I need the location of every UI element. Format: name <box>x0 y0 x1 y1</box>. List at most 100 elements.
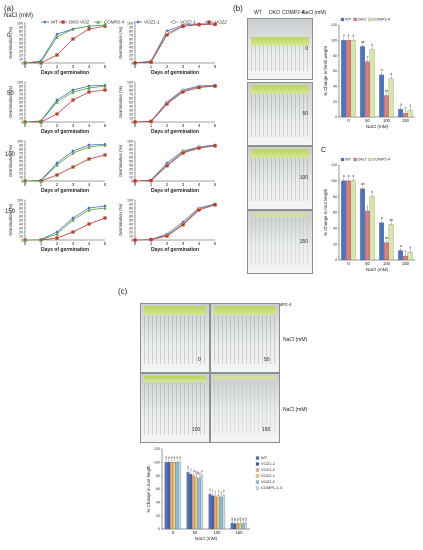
point-a-50-left-2-2 <box>55 100 59 104</box>
y-tick-label-a-150-left-50: 50 <box>19 218 23 222</box>
c-plate-50-label: 50 <box>264 357 270 363</box>
sig-letter-fresh-weight-1-2: b <box>371 43 373 47</box>
panel-a-label: (a) <box>4 4 14 13</box>
y-tick-label-a-150-right-0: 0 <box>131 238 133 242</box>
y-tick-label-a-50-right-10: 10 <box>129 116 133 120</box>
sig-letter-fresh-weight-0-0: a <box>343 34 345 38</box>
panel-b-label: (b) <box>233 4 243 13</box>
bar-root-length-bottom-1-4 <box>197 478 201 530</box>
legend-label-root-length-top-1: DKO <box>358 157 367 162</box>
bar-root-length-bottom-1-5 <box>200 475 204 530</box>
x-axis-label-a-0-left: Days of germination <box>41 70 89 76</box>
y-tick-label-a-150-left-10: 10 <box>19 234 23 238</box>
y-tick-label-root-length-bottom-40: 40 <box>156 501 160 505</box>
series-line-a-100-right-2 <box>134 145 216 182</box>
bar-root-length-top-3-1 <box>403 255 408 261</box>
point-a-150-left-2-0 <box>23 238 27 242</box>
y-tick-label-a-100-left-100: 100 <box>17 139 23 143</box>
x-tick-label-a-100-left-2: 2 <box>56 182 59 187</box>
legend-label-root-length-bottom-4: VOZ2-2 <box>261 479 276 484</box>
x-tick-label-a-100-right-1: 1 <box>150 182 153 187</box>
y-tick-label-a-100-left-90: 90 <box>19 143 23 147</box>
y-tick-label-a-50-right-100: 100 <box>127 80 133 84</box>
x-tick-label-a-50-right-5: 5 <box>214 123 217 128</box>
series-line-a-100-left-2 <box>24 144 106 182</box>
bar-root-length-top-1-0 <box>360 188 365 261</box>
y-tick-label-a-150-left-0: 0 <box>21 238 23 242</box>
y-tick-label-a-150-left-40: 40 <box>19 222 23 226</box>
point-a-100-right-2-0 <box>133 179 137 183</box>
point-a-100-right-2-3 <box>181 151 185 155</box>
point-a-50-left-2-5 <box>103 84 107 88</box>
point-a-50-left-2-1 <box>39 119 43 123</box>
bar-root-length-bottom-3-3 <box>238 522 242 530</box>
y-tick-label-a-50-right-30: 30 <box>129 108 133 112</box>
sig-letter-root-length-bottom-0-5: a <box>179 456 181 460</box>
sig-letter-fresh-weight-2-0: a <box>381 68 383 72</box>
series-line-a-150-right-0 <box>134 203 216 241</box>
y-tick-label-a-0-right-0: 0 <box>131 61 133 65</box>
y-tick-label-fresh-weight-40: 40 <box>333 85 337 89</box>
legend-swatch-fresh-weight-2 <box>368 17 372 22</box>
y-axis-label-a-150-left: Germination (%) <box>8 203 13 236</box>
y-tick-label-a-100-right-50: 50 <box>129 159 133 163</box>
point-a-50-right-2-0 <box>133 120 137 124</box>
x-tick-label-a-100-left-4: 4 <box>88 182 91 187</box>
b-plate-0-label: 0 <box>305 46 308 52</box>
y-tick-label-a-50-right-80: 80 <box>129 88 133 92</box>
y-tick-label-a-100-right-10: 10 <box>129 175 133 179</box>
legend-label-5: VOZ2- <box>215 20 227 25</box>
b-plate-100-label: 100 <box>299 174 308 181</box>
y-tick-label-a-100-left-20: 20 <box>19 171 23 175</box>
y-tick-label-a-50-left-80: 80 <box>19 88 23 92</box>
y-tick-label-a-150-left-90: 90 <box>19 202 23 206</box>
x-tick-label-a-50-right-3: 3 <box>182 123 185 128</box>
y-tick-label-a-100-left-50: 50 <box>19 159 23 163</box>
legend-label-root-length-bottom-1: VOZ1-1 <box>261 461 276 466</box>
legend-label-root-length-bottom-5: COMPL.2-4 <box>261 485 283 490</box>
y-tick-label-root-length-top-120: 120 <box>331 163 337 167</box>
x-tick-label-a-50-right-4: 4 <box>198 123 201 128</box>
series-line-a-50-right-0 <box>134 84 216 123</box>
bar-root-length-bottom-0-1 <box>167 462 171 530</box>
bar-legend-fresh-weight: WT DKO COMP2-4 <box>340 17 391 22</box>
y-tick-label-fresh-weight-120: 120 <box>331 23 337 27</box>
legend-label-3: VOZ1-1 <box>144 20 160 25</box>
y-tick-label-root-length-bottom-100: 100 <box>154 461 160 465</box>
sig-letter-root-length-bottom-3-5: g <box>245 516 247 520</box>
series-line-a-150-left-2 <box>25 207 106 241</box>
point-a-50-left-1-4 <box>87 90 91 94</box>
legend-marker-3 <box>136 20 140 24</box>
sig-letter-root-length-bottom-0-2: a <box>171 456 173 460</box>
y-tick-label-a-50-right-20: 20 <box>129 112 133 116</box>
series-line-a-50-right-2 <box>134 85 216 123</box>
point-a-50-left-1-3 <box>71 98 75 102</box>
y-tick-label-root-length-top-0: 0 <box>335 258 337 262</box>
bar-root-length-bottom-2-0 <box>208 494 212 530</box>
panel-c-label: (c) <box>118 287 128 296</box>
sig-letter-root-length-bottom-3-1: g <box>234 517 236 521</box>
point-a-0-left-2-3 <box>71 27 75 31</box>
series-line-a-50-left-2 <box>24 85 106 123</box>
x-tick-label-a-0-right-3: 3 <box>182 64 185 69</box>
y-tick-label-a-100-right-70: 70 <box>129 151 133 155</box>
bar-root-length-top-2-0 <box>379 222 384 261</box>
y-tick-label-root-length-top-100: 100 <box>331 179 337 183</box>
point-a-50-left-2-4 <box>87 86 91 90</box>
legend-swatch-root-length-bottom-3 <box>255 474 260 478</box>
nacl-header-a: NaCl (mM) <box>4 13 33 19</box>
point-a-150-left-0-5 <box>103 204 107 208</box>
y-tick-label-a-150-right-70: 70 <box>129 210 133 214</box>
sig-letter-root-length-bottom-1-0: b <box>187 466 189 470</box>
x-tick-label-a-50-left-1: 1 <box>40 123 43 128</box>
sig-letter-root-length-bottom-2-2: f <box>215 490 216 494</box>
y-tick-label-a-100-right-80: 80 <box>129 147 133 151</box>
point-a-50-left-0-2 <box>55 98 59 102</box>
y-tick-label-a-100-left-10: 10 <box>19 175 23 179</box>
bar-fresh-weight-2-0 <box>379 74 384 118</box>
sig-letter-root-length-top-1-1: c <box>367 204 369 208</box>
x-tick-label-a-100-right-3: 3 <box>182 182 185 187</box>
